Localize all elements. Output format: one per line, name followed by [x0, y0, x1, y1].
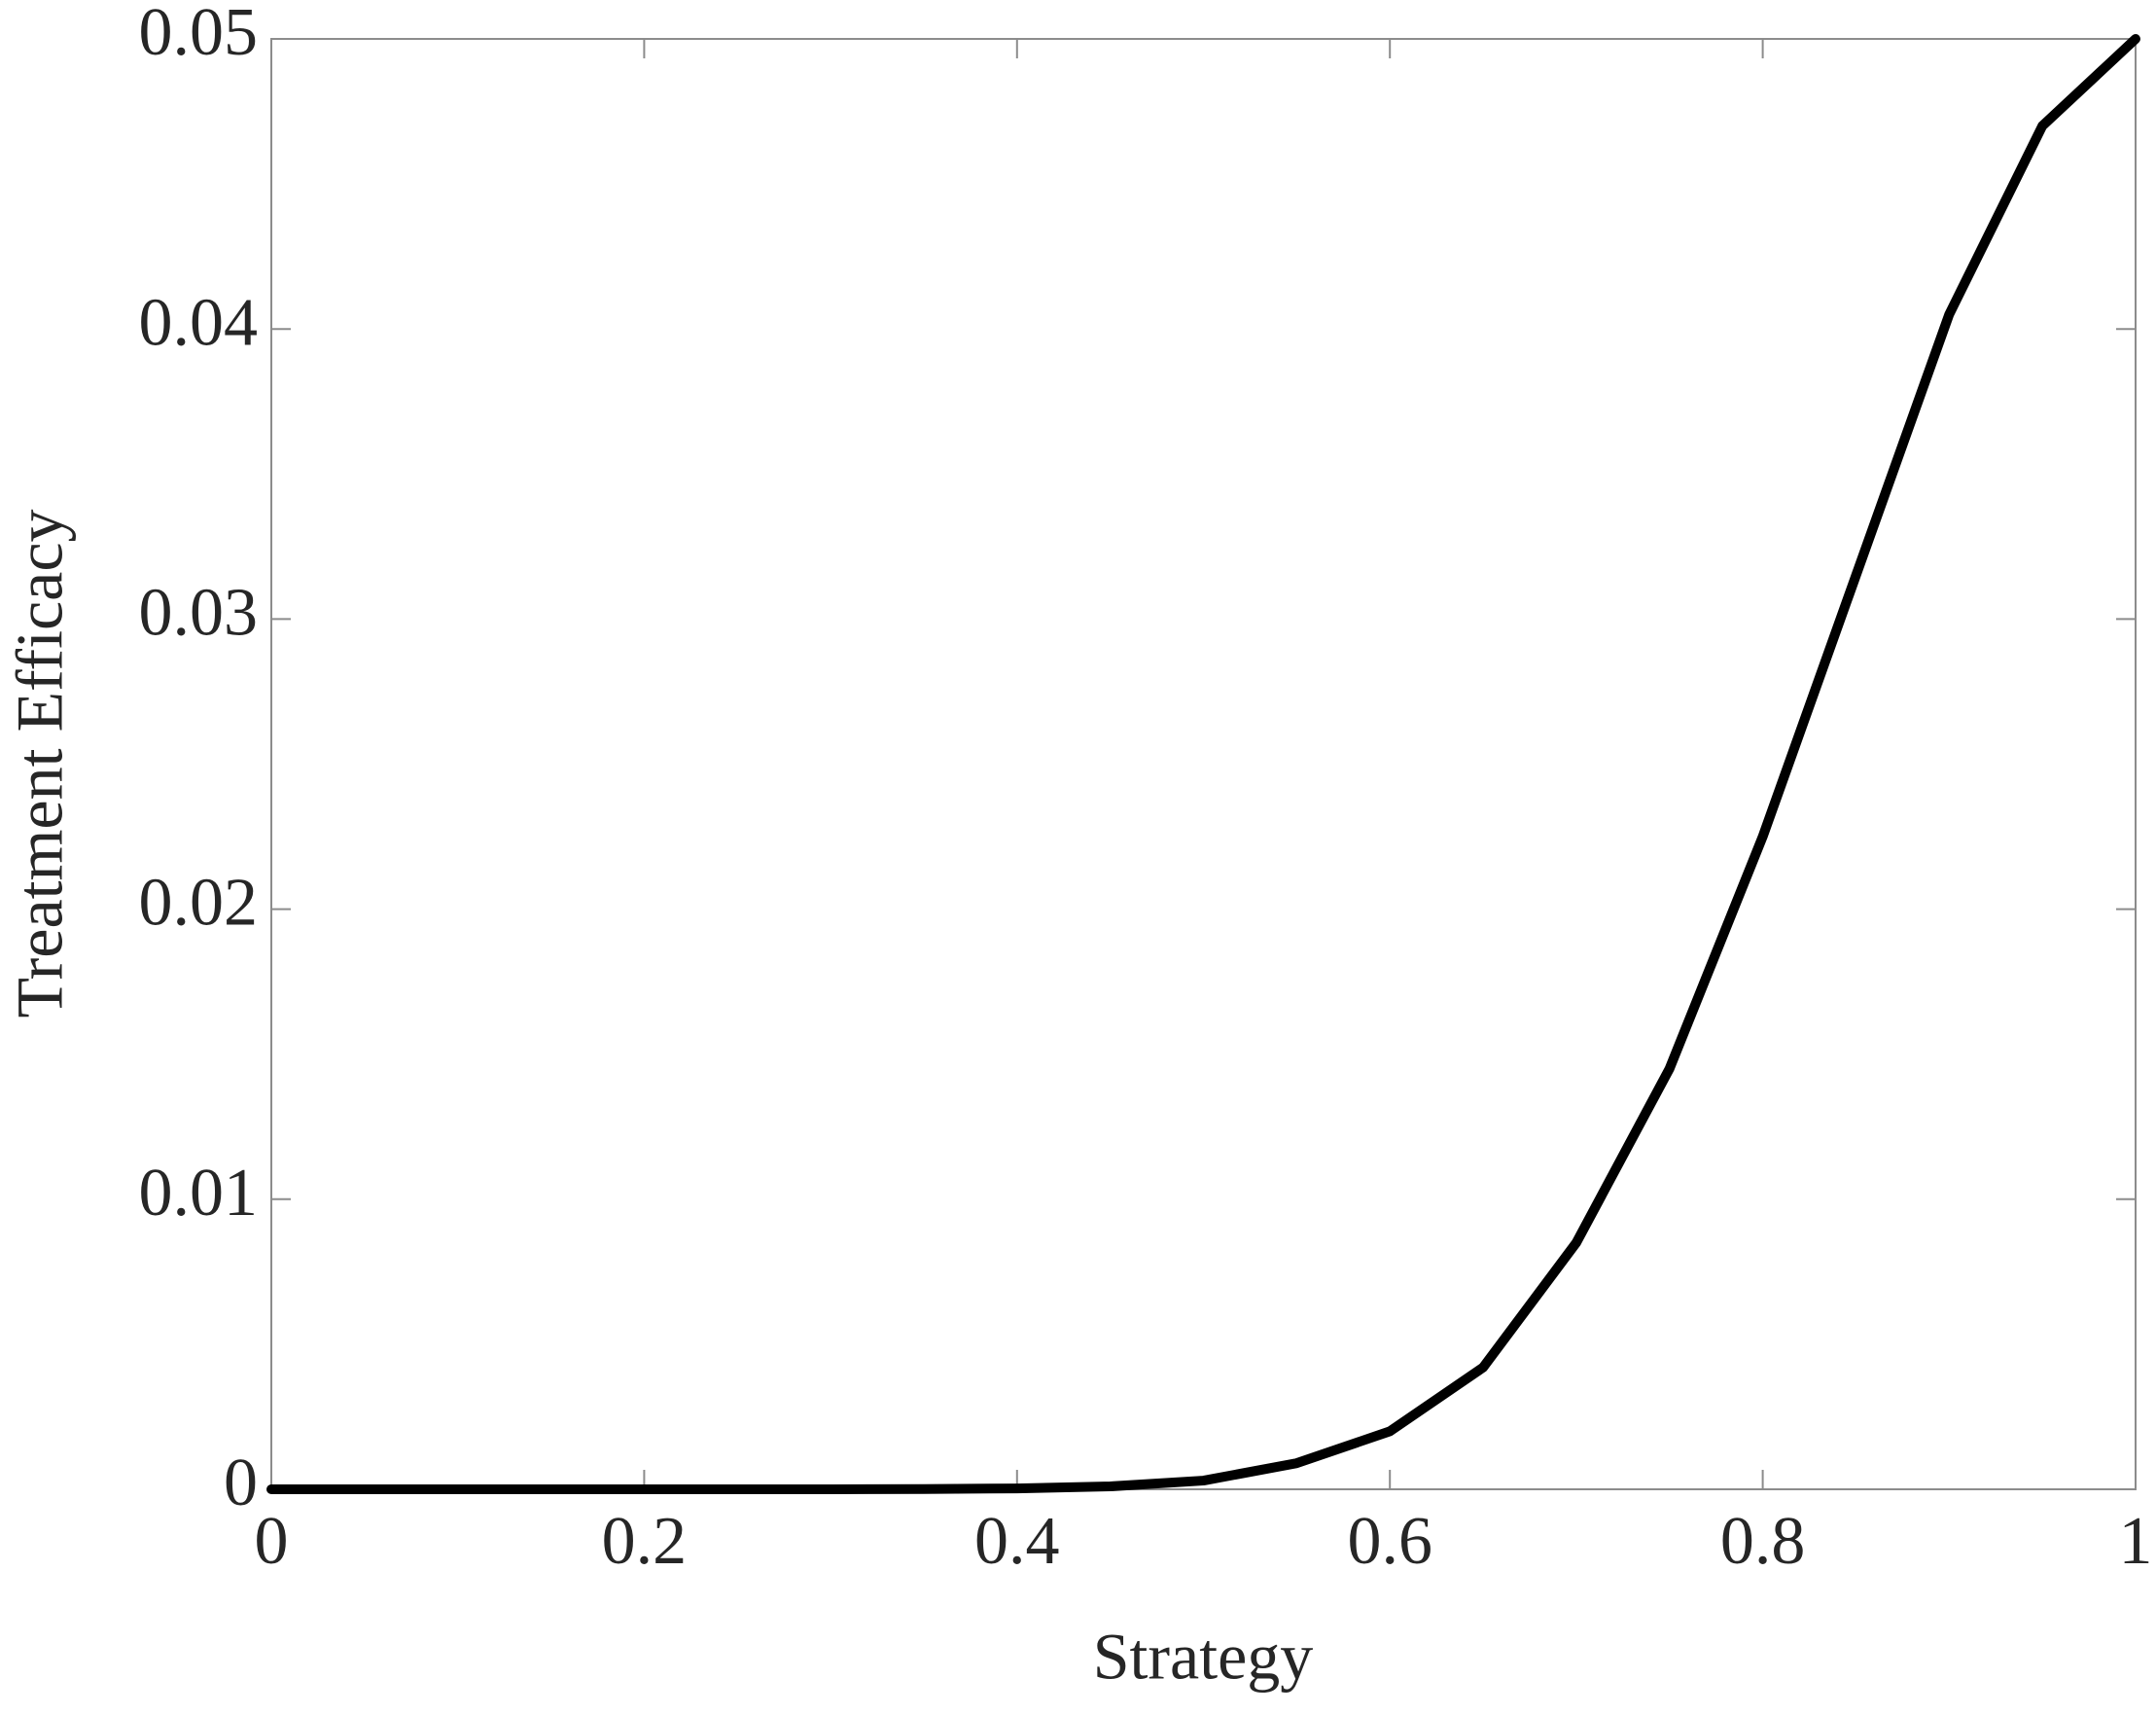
- y-tick-label: 0.03: [139, 575, 259, 650]
- x-axis-label: Strategy: [1093, 1620, 1314, 1694]
- y-tick-label: 0.04: [139, 285, 259, 360]
- x-tick-label: 0: [255, 1504, 289, 1579]
- x-tick-label: 1: [2119, 1504, 2153, 1579]
- plot-frame: [270, 38, 2137, 1490]
- y-tick-label: 0: [224, 1446, 258, 1520]
- y-tick-label: 0.05: [139, 0, 259, 70]
- data-line: [266, 34, 2140, 1494]
- x-tick-label: 0.8: [1720, 1504, 1806, 1579]
- x-tick-label: 0.6: [1347, 1504, 1432, 1579]
- x-tick-label: 0.2: [602, 1504, 688, 1579]
- x-tick-label: 0.4: [974, 1504, 1060, 1579]
- y-tick-label: 0.02: [139, 866, 259, 941]
- y-tick-label: 0.01: [139, 1156, 259, 1231]
- y-axis-label: Treatment Efficacy: [3, 509, 77, 1018]
